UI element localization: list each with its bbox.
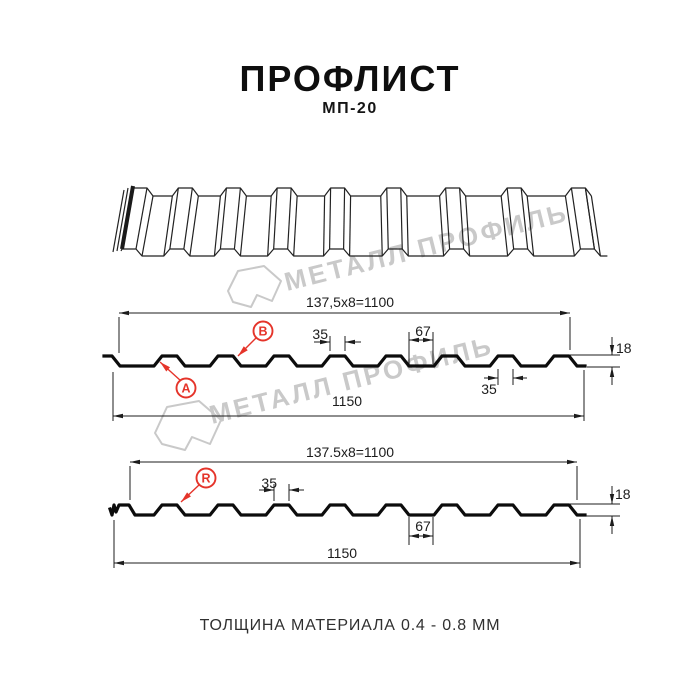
- dim-rib-top-a: 35: [312, 326, 328, 342]
- label-r: R: [195, 467, 217, 489]
- label-a-letter: A: [181, 382, 190, 396]
- product-model: МП-20: [322, 100, 378, 117]
- label-b: B: [252, 320, 274, 342]
- label-b-circle: [252, 320, 274, 342]
- dim-height-a: 18: [616, 340, 632, 356]
- watermark-upper: МЕТАЛЛ ПРОФИЛЬ: [227, 197, 572, 308]
- page-title: ПРОФЛИСТ: [239, 58, 461, 99]
- cross-section-profile-b: [107, 503, 587, 517]
- label-a-circle: [175, 377, 197, 399]
- label-r-letter: R: [201, 472, 210, 486]
- profile-3d-view: [112, 185, 608, 257]
- dim-valley-b: 67: [415, 518, 431, 534]
- metall-profil-logo-icon: [154, 400, 222, 451]
- dim-overall-width-b: 1150: [327, 545, 357, 561]
- dimension-lines: [112, 310, 620, 568]
- label-leader-lines: [159, 337, 257, 503]
- label-a: A: [175, 377, 197, 399]
- dim-module-width-b: 137.5x8=1100: [306, 444, 394, 460]
- dim-valley-a: 67: [415, 323, 431, 339]
- label-r-circle: [195, 467, 217, 489]
- dim-overall-width-a: 1150: [332, 393, 362, 409]
- dim-module-width-a: 137,5x8=1100: [306, 294, 394, 310]
- material-thickness-note: ТОЛЩИНА МАТЕРИАЛА 0.4 - 0.8 ММ: [199, 617, 501, 634]
- watermark-lower: МЕТАЛЛ ПРОФИЛЬ: [154, 330, 497, 451]
- cross-section-profile-a: [102, 354, 587, 368]
- dim-height-b: 18: [615, 486, 631, 502]
- dim-rib-bottom-a: 35: [481, 381, 497, 397]
- dim-rib-top-b: 35: [261, 475, 277, 491]
- label-b-letter: B: [258, 325, 267, 339]
- metall-profil-logo-icon: [227, 265, 282, 308]
